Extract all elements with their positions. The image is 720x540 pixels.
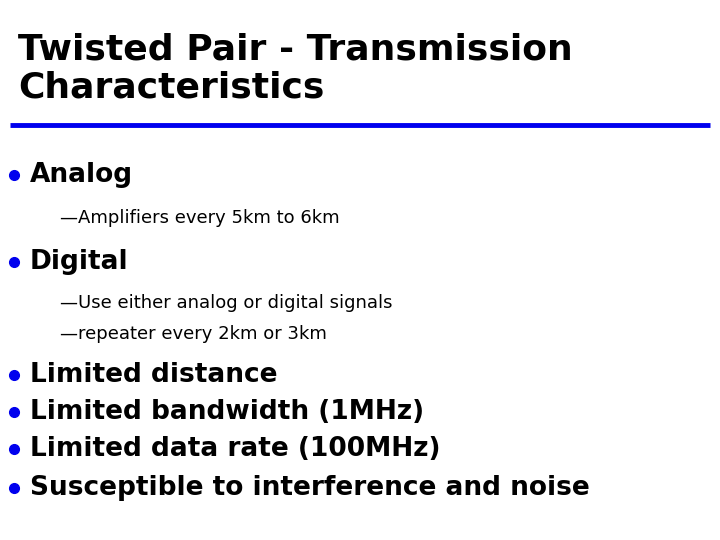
Text: —Use either analog or digital signals: —Use either analog or digital signals (60, 294, 392, 312)
Text: Limited bandwidth (1MHz): Limited bandwidth (1MHz) (30, 399, 424, 425)
Text: Susceptible to interference and noise: Susceptible to interference and noise (30, 475, 590, 501)
Text: —repeater every 2km or 3km: —repeater every 2km or 3km (60, 325, 327, 343)
Text: Digital: Digital (30, 249, 129, 275)
Text: Characteristics: Characteristics (18, 71, 325, 105)
Text: —Amplifiers every 5km to 6km: —Amplifiers every 5km to 6km (60, 209, 340, 227)
Text: Analog: Analog (30, 162, 133, 188)
Text: Limited distance: Limited distance (30, 362, 277, 388)
Text: Twisted Pair - Transmission: Twisted Pair - Transmission (18, 33, 572, 67)
Text: Limited data rate (100MHz): Limited data rate (100MHz) (30, 436, 441, 462)
